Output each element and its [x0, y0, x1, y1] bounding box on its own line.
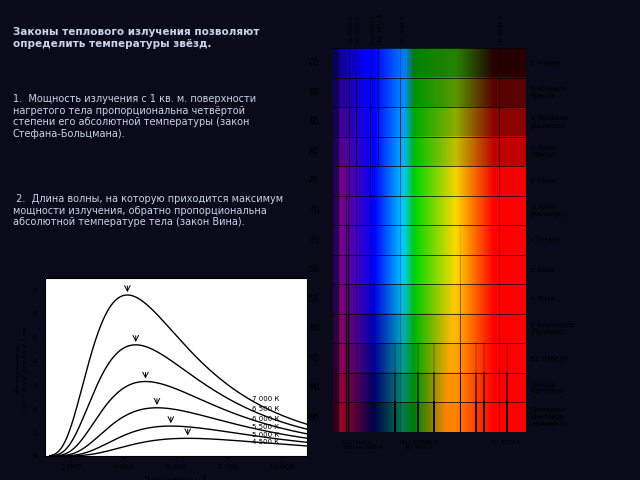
Text: Звезда
Каптейна: Звезда Каптейна	[531, 381, 564, 394]
Text: Hβ 4861 Å: Hβ 4861 Å	[401, 15, 406, 44]
Text: α Эридана
(Ахернар): α Эридана (Ахернар)	[531, 115, 568, 129]
Text: 61 Лебедя: 61 Лебедя	[531, 355, 567, 361]
Text: G5: G5	[308, 295, 319, 303]
Text: K0: K0	[310, 324, 319, 333]
Text: β Близнецов
(Поллукс): β Близнецов (Поллукс)	[531, 322, 575, 336]
Text: β Овна: β Овна	[531, 178, 555, 184]
Text: F5: F5	[310, 236, 319, 244]
Y-axis label: Интенсивность,
10⁻¹¹ Вт/м² для Δλ = 1 см: Интенсивность, 10⁻¹¹ Вт/м² для Δλ = 1 см	[15, 326, 27, 408]
Text: B0: B0	[309, 88, 319, 97]
Text: TiO 6159 Å: TiO 6159 Å	[490, 440, 521, 444]
Text: Hδ 4101 Å: Hδ 4101 Å	[356, 15, 361, 44]
Text: 6 000 К: 6 000 К	[252, 416, 280, 422]
Text: η Кита: η Кита	[531, 296, 554, 302]
Text: β Южного
Креста: β Южного Креста	[531, 86, 566, 99]
Text: Hε 3970 Å: Hε 3970 Å	[349, 16, 353, 44]
Text: B5: B5	[309, 117, 319, 126]
Text: Hα 6563 Å: Hα 6563 Å	[499, 15, 504, 44]
Text: Hγ 4340 Å: Hγ 4340 Å	[370, 15, 376, 44]
Text: 5 000 К: 5 000 К	[252, 432, 279, 438]
Text: ε Льва: ε Льва	[531, 266, 554, 273]
Text: Na I D 5890 Å
TiO 4761 Å: Na I D 5890 Å TiO 4761 Å	[400, 440, 438, 450]
Text: ζ Кормы: ζ Кормы	[531, 60, 559, 66]
Text: O5: O5	[308, 58, 319, 67]
Text: G0: G0	[308, 265, 319, 274]
X-axis label: Длина волны, Å: Длина волны, Å	[145, 475, 207, 480]
Text: Законы теплового излучения позволяют
определить температуры звёзд.: Законы теплового излучения позволяют опр…	[13, 27, 259, 48]
Text: HeI 4471 Å: HeI 4471 Å	[378, 14, 383, 44]
Text: A5: A5	[309, 177, 319, 185]
Text: K5: K5	[310, 354, 319, 363]
Text: ι Пегаса: ι Пегаса	[531, 237, 559, 243]
Text: 1.  Мощность излучения с 1 кв. м. поверхности
нагретого тела пропорциональна чет: 1. Мощность излучения с 1 кв. м. поверхн…	[13, 94, 256, 139]
Text: Ca II H и К
3933 и 3968 Å: Ca II H и К 3933 и 3968 Å	[342, 440, 383, 450]
Text: 7 000 К: 7 000 К	[252, 396, 280, 402]
Text: α Лиры
 (Вега): α Лиры (Вега)	[531, 144, 556, 158]
Text: F0: F0	[310, 206, 319, 215]
Text: 4 500 К: 4 500 К	[252, 439, 279, 444]
Text: A0: A0	[309, 147, 319, 156]
Text: M5: M5	[308, 413, 319, 422]
Text: 6 500 К: 6 500 К	[252, 407, 279, 412]
Text: 2.  Длина волны, на которую приходится максимум
мощности излучения, обратно проп: 2. Длина волны, на которую приходится ма…	[13, 194, 283, 228]
Text: α Киля
(Канопус): α Киля (Канопус)	[531, 204, 565, 217]
Text: 5 500 К: 5 500 К	[252, 424, 279, 431]
Text: M0: M0	[308, 383, 319, 392]
Text: Проксима
Центавра
Земной О₂: Проксима Центавра Земной О₂	[531, 407, 567, 427]
